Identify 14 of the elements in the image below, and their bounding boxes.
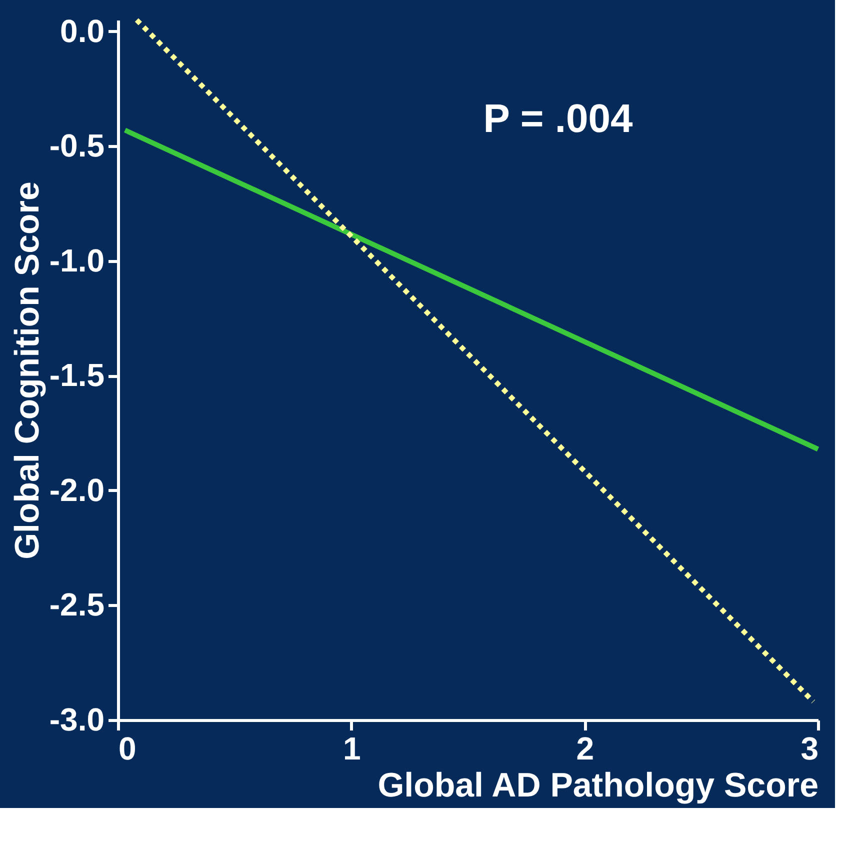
y-tick-label: 0.0	[60, 12, 104, 49]
x-tick-label: 0	[118, 730, 136, 766]
x-tick-label: 1	[342, 730, 361, 766]
y-tick-label: -1.0	[49, 242, 104, 278]
x-axis-title: Global AD Pathology Score	[378, 766, 818, 804]
y-axis-title: Global Cognition Score	[8, 182, 46, 560]
y-tick-label: -0.5	[49, 128, 104, 164]
y-tick-label: -1.5	[49, 357, 104, 394]
y-tick-label: -3.0	[49, 702, 104, 738]
x-tick-label: 2	[576, 730, 594, 766]
annotation: P = .004	[483, 97, 634, 141]
y-tick-label: -2.5	[49, 586, 104, 623]
y-tick-label: -2.0	[49, 472, 104, 508]
x-tick-label: 3	[800, 730, 818, 766]
